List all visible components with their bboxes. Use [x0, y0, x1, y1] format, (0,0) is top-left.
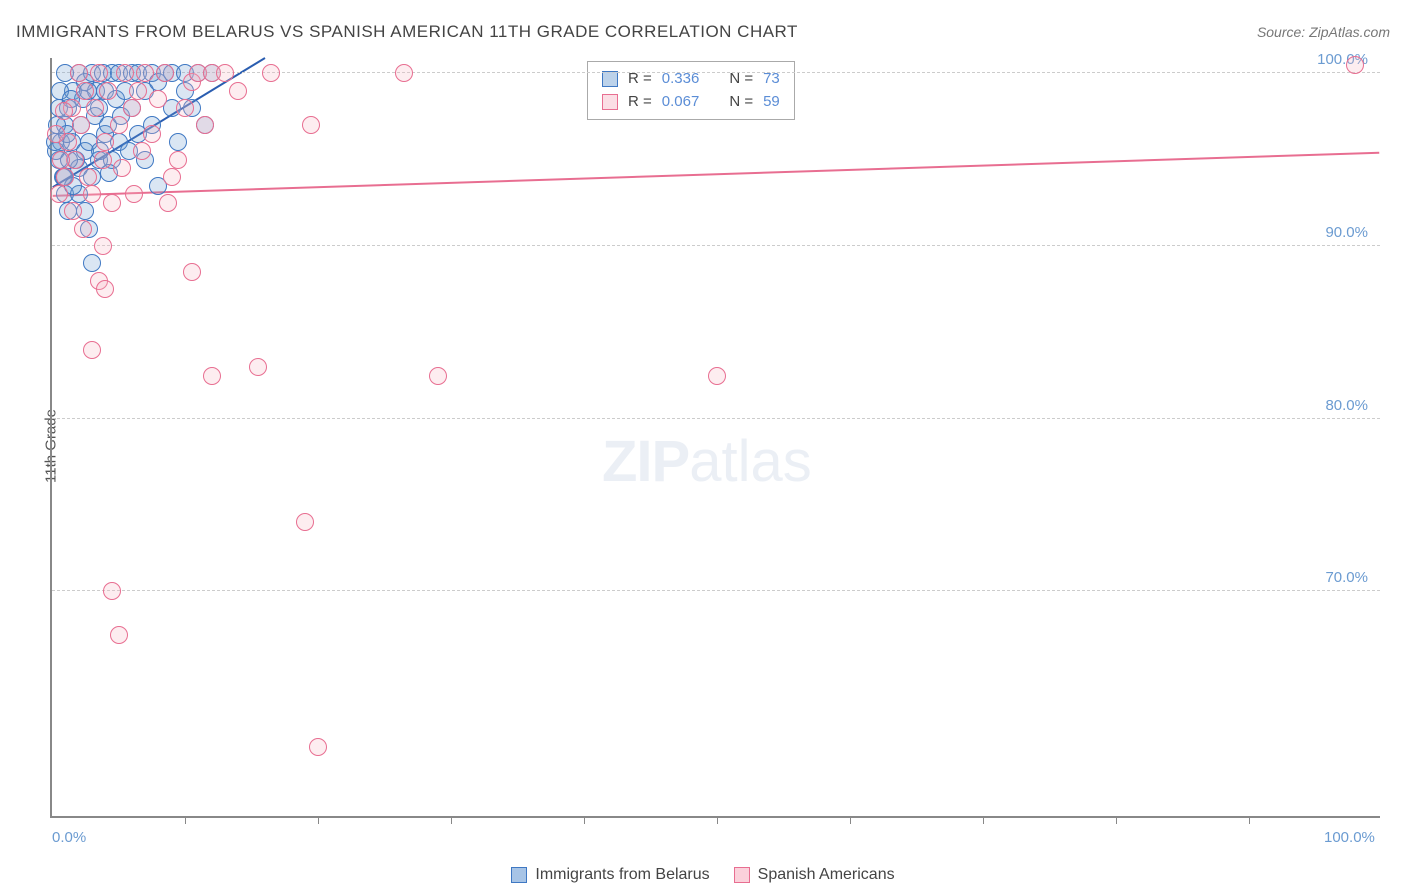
scatter-point [70, 64, 88, 82]
scatter-point [216, 64, 234, 82]
scatter-point [229, 82, 247, 100]
gridline-h [52, 245, 1380, 246]
x-tick [1116, 816, 1117, 824]
scatter-plot-area: ZIPatlas R =0.336N =73R =0.067N =59 70.0… [50, 58, 1380, 818]
scatter-point [103, 582, 121, 600]
scatter-point [83, 185, 101, 203]
scatter-point [56, 168, 74, 186]
scatter-point [83, 341, 101, 359]
scatter-point [133, 142, 151, 160]
legend-swatch [734, 867, 750, 883]
x-tick [451, 816, 452, 824]
scatter-point [103, 194, 121, 212]
y-tick-label: 70.0% [1325, 569, 1368, 586]
series-legend: Immigrants from Belarus Spanish Americans [0, 866, 1406, 884]
scatter-point [96, 133, 114, 151]
scatter-point [203, 367, 221, 385]
scatter-point [183, 263, 201, 281]
scatter-point [143, 125, 161, 143]
scatter-point [113, 159, 131, 177]
scatter-point [176, 99, 194, 117]
scatter-point [262, 64, 280, 82]
watermark-light: atlas [689, 429, 812, 494]
watermark: ZIPatlas [602, 428, 812, 495]
y-tick-label: 80.0% [1325, 397, 1368, 414]
x-tick [850, 816, 851, 824]
y-tick-label: 90.0% [1325, 224, 1368, 241]
legend-bottom-item: Immigrants from Belarus [511, 866, 709, 884]
legend-n-label: N = [729, 91, 753, 114]
scatter-point [296, 513, 314, 531]
scatter-point [1346, 56, 1364, 74]
x-tick [717, 816, 718, 824]
scatter-point [110, 626, 128, 644]
scatter-point [249, 358, 267, 376]
scatter-point [169, 133, 187, 151]
scatter-point [123, 99, 141, 117]
legend-r-label: R = [628, 91, 652, 114]
legend-series-label: Spanish Americans [758, 866, 895, 884]
scatter-point [96, 280, 114, 298]
x-tick [584, 816, 585, 824]
chart-title: IMMIGRANTS FROM BELARUS VS SPANISH AMERI… [16, 22, 798, 42]
scatter-point [136, 64, 154, 82]
scatter-point [99, 82, 117, 100]
gridline-h [52, 72, 1380, 73]
x-tick [185, 816, 186, 824]
scatter-point [86, 99, 104, 117]
legend-swatch [511, 867, 527, 883]
scatter-point [76, 82, 94, 100]
x-tick [1249, 816, 1250, 824]
scatter-point [129, 82, 147, 100]
watermark-bold: ZIP [602, 429, 689, 494]
x-tick-label: 100.0% [1324, 829, 1375, 846]
scatter-point [708, 367, 726, 385]
scatter-point [94, 151, 112, 169]
scatter-point [149, 90, 167, 108]
scatter-point [55, 102, 73, 120]
chart-source: Source: ZipAtlas.com [1257, 24, 1390, 40]
scatter-point [64, 202, 82, 220]
legend-row: R = 0.067 N = 59 [602, 91, 780, 114]
scatter-point [395, 64, 413, 82]
trend-line [53, 153, 1380, 196]
scatter-point [110, 116, 128, 134]
scatter-point [83, 254, 101, 272]
x-tick-label: 0.0% [52, 829, 86, 846]
scatter-point [156, 64, 174, 82]
scatter-point [74, 220, 92, 238]
x-tick [318, 816, 319, 824]
legend-n-value: 59 [763, 91, 780, 114]
scatter-point [429, 367, 447, 385]
gridline-h [52, 418, 1380, 419]
scatter-point [116, 64, 134, 82]
legend-swatch [602, 71, 618, 87]
scatter-point [302, 116, 320, 134]
scatter-point [309, 738, 327, 756]
gridline-h [52, 590, 1380, 591]
scatter-point [52, 151, 70, 169]
scatter-point [90, 64, 108, 82]
legend-bottom-item: Spanish Americans [734, 866, 895, 884]
x-tick [983, 816, 984, 824]
chart-header: IMMIGRANTS FROM BELARUS VS SPANISH AMERI… [16, 22, 1390, 42]
legend-swatch [602, 94, 618, 110]
scatter-point [125, 185, 143, 203]
scatter-point [196, 116, 214, 134]
correlation-legend: R =0.336N =73R =0.067N =59 [587, 61, 795, 120]
scatter-point [159, 194, 177, 212]
legend-series-label: Immigrants from Belarus [535, 866, 709, 884]
scatter-point [72, 116, 90, 134]
scatter-point [94, 237, 112, 255]
scatter-point [50, 185, 68, 203]
scatter-point [163, 168, 181, 186]
scatter-point [169, 151, 187, 169]
scatter-point [79, 168, 97, 186]
legend-r-value: 0.067 [662, 91, 700, 114]
trend-lines-layer [52, 58, 1380, 816]
scatter-point [47, 125, 65, 143]
